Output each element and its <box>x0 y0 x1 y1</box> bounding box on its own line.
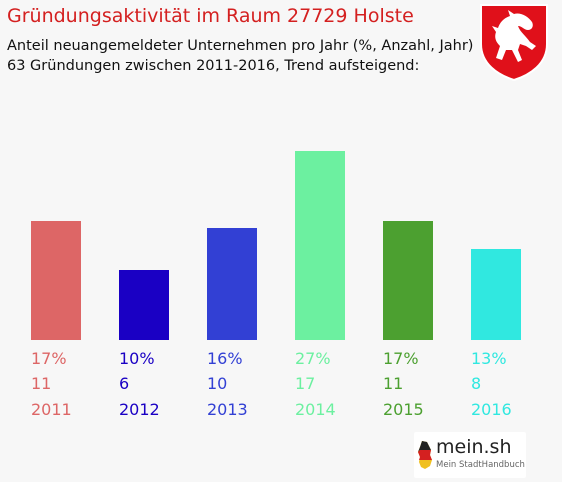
logo-tagline: Mein StadtHandbuch <box>436 460 525 470</box>
percent-label-2011: 17% <box>31 349 67 368</box>
logo-background <box>414 432 526 478</box>
year-label-2015: 2015 <box>383 400 424 419</box>
percent-label-2014: 27% <box>295 349 331 368</box>
count-label-2016: 8 <box>471 374 481 393</box>
mein-sh-logo: mein.sh Mein StadtHandbuch <box>414 432 526 478</box>
year-label-2014: 2014 <box>295 400 336 419</box>
bar-2013 <box>207 228 257 340</box>
count-label-2015: 11 <box>383 374 403 393</box>
germany-map-icon <box>418 441 432 469</box>
percent-label-2016: 13% <box>471 349 507 368</box>
year-label-2012: 2012 <box>119 400 160 419</box>
chart-subtitle: Anteil neuangemeldeter Unternehmen pro J… <box>7 36 473 76</box>
percent-label-2013: 16% <box>207 349 243 368</box>
count-label-2013: 10 <box>207 374 227 393</box>
chart-title: Gründungsaktivität im Raum 27729 Holste <box>7 5 414 27</box>
bar-2016 <box>471 249 521 340</box>
bar-2012 <box>119 270 169 340</box>
year-label-2013: 2013 <box>207 400 248 419</box>
bar-2014 <box>295 151 345 340</box>
count-label-2011: 11 <box>31 374 51 393</box>
subtitle-line-2: 63 Gründungen zwischen 2011-2016, Trend … <box>7 58 420 74</box>
logo-name: mein.sh <box>436 436 512 458</box>
percent-label-2015: 17% <box>383 349 419 368</box>
bar-2011 <box>31 221 81 340</box>
count-label-2014: 17 <box>295 374 315 393</box>
percent-label-2012: 10% <box>119 349 155 368</box>
lower-saxony-horse-crest-icon <box>480 4 548 82</box>
bar-2015 <box>383 221 433 340</box>
year-label-2011: 2011 <box>31 400 72 419</box>
subtitle-line-1: Anteil neuangemeldeter Unternehmen pro J… <box>7 38 474 54</box>
count-label-2012: 6 <box>119 374 129 393</box>
year-label-2016: 2016 <box>471 400 512 419</box>
